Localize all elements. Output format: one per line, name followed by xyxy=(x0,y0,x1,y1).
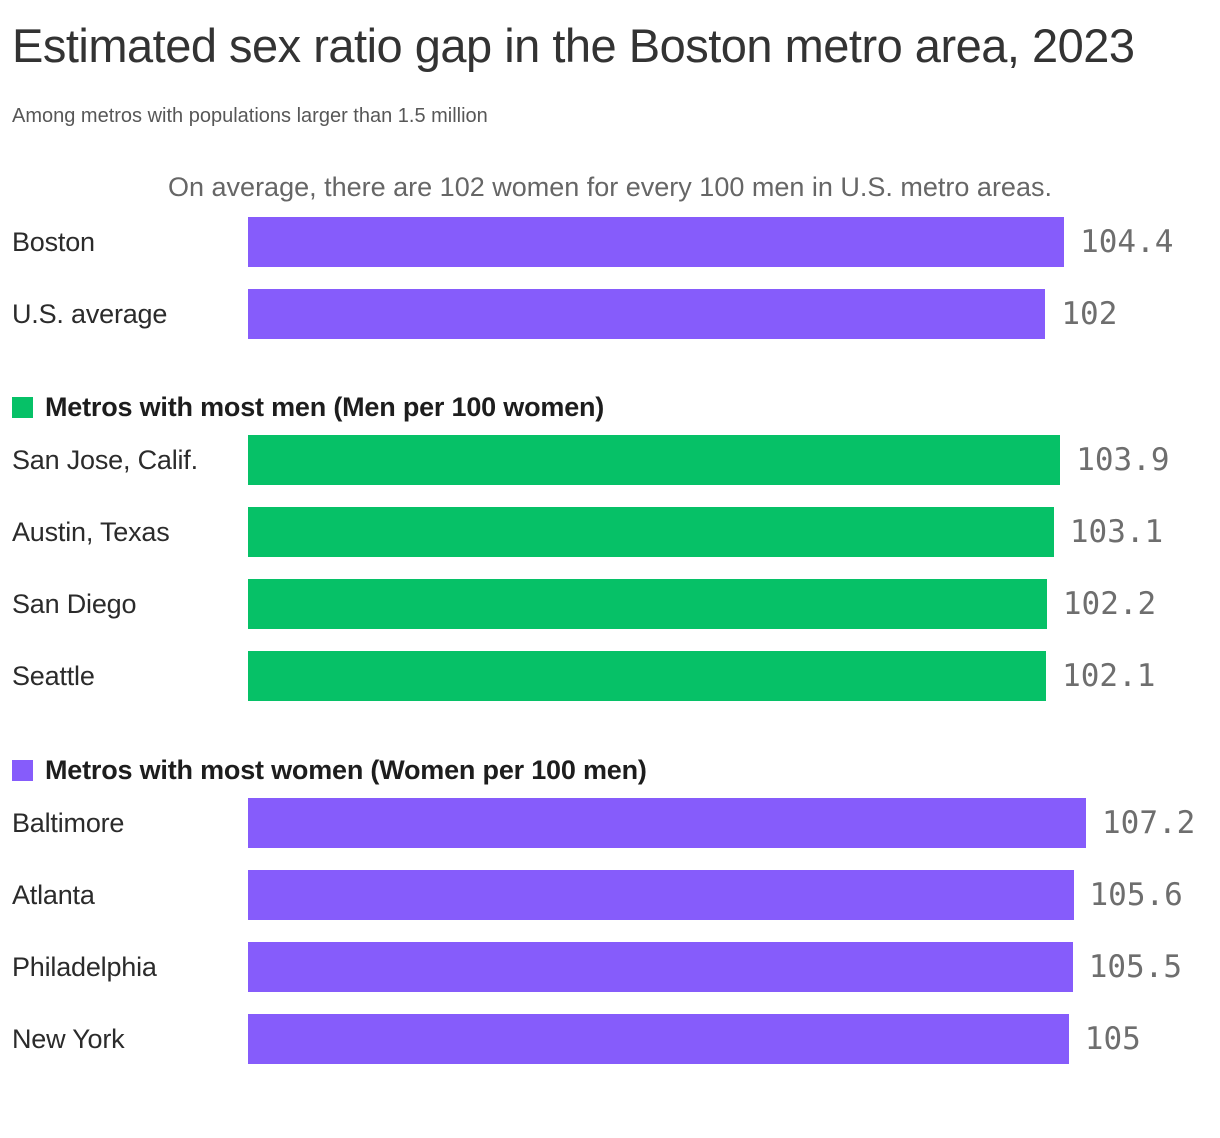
bar xyxy=(248,579,1047,629)
legend-swatch-green xyxy=(12,397,33,418)
bar-row: New York 105 xyxy=(12,1014,1208,1064)
bar xyxy=(248,1014,1069,1064)
annotation-text: On average, there are 102 women for ever… xyxy=(168,172,1052,202)
bar-row-label: Seattle xyxy=(12,660,95,691)
bar-row: San Diego 102.2 xyxy=(12,579,1208,629)
legend-men-header: Metros with most men (Men per 100 women) xyxy=(12,392,1208,423)
bar-value-label: 102 xyxy=(1061,296,1118,332)
bar-row-label: Austin, Texas xyxy=(12,516,170,547)
bar xyxy=(248,217,1065,267)
bar-value-label: 105.6 xyxy=(1089,877,1183,913)
bar-value-label: 107.2 xyxy=(1102,805,1196,841)
bar-row-label: San Diego xyxy=(12,588,137,619)
chart-title: Estimated sex ratio gap in the Boston me… xyxy=(12,19,1135,72)
bar-row-label: Boston xyxy=(12,226,95,257)
bar-value-label: 103.1 xyxy=(1069,514,1164,550)
bar xyxy=(248,942,1073,992)
bar xyxy=(248,435,1061,485)
bar-value-label: 102.1 xyxy=(1062,658,1156,694)
bar xyxy=(248,651,1047,701)
bar-row-label: Philadelphia xyxy=(12,951,157,982)
bar-value-label: 104.4 xyxy=(1080,224,1174,260)
bar-row: Seattle 102.1 xyxy=(12,651,1208,701)
legend-women-label: Metros with most women (Women per 100 me… xyxy=(45,755,647,785)
bar-row-label: Baltimore xyxy=(12,807,125,838)
bar-row: Boston 104.4 xyxy=(12,217,1208,267)
bar-value-label: 103.9 xyxy=(1076,442,1170,478)
bar-row-label: Atlanta xyxy=(12,879,95,910)
legend-swatch-purple xyxy=(12,760,33,781)
bar xyxy=(248,798,1086,848)
legend-men-label: Metros with most men (Men per 100 women) xyxy=(45,392,605,422)
bar xyxy=(248,507,1054,557)
chart-container: Estimated sex ratio gap in the Boston me… xyxy=(12,19,1208,1064)
bar-row: Philadelphia 105.5 xyxy=(12,942,1208,992)
bar-value-label: 105.5 xyxy=(1088,949,1183,985)
bar-row-label: U.S. average xyxy=(12,298,168,329)
bar-row: San Jose, Calif. 103.9 xyxy=(12,435,1208,485)
bar-row-label: San Jose, Calif. xyxy=(12,444,198,475)
bar-value-label: 105 xyxy=(1084,1021,1141,1057)
bar-row: Austin, Texas 103.1 xyxy=(12,507,1208,557)
bar xyxy=(248,289,1046,339)
bar-row: Baltimore 107.2 xyxy=(12,798,1208,848)
legend-women-header: Metros with most women (Women per 100 me… xyxy=(12,755,1208,786)
bar-row: U.S. average 102 xyxy=(12,289,1208,339)
chart-subtitle: Among metros with populations larger tha… xyxy=(12,105,488,127)
bar-value-label: 102.2 xyxy=(1062,586,1157,622)
bar-row: Atlanta 105.6 xyxy=(12,870,1208,920)
bar xyxy=(248,870,1074,920)
bar-row-label: New York xyxy=(12,1023,125,1054)
